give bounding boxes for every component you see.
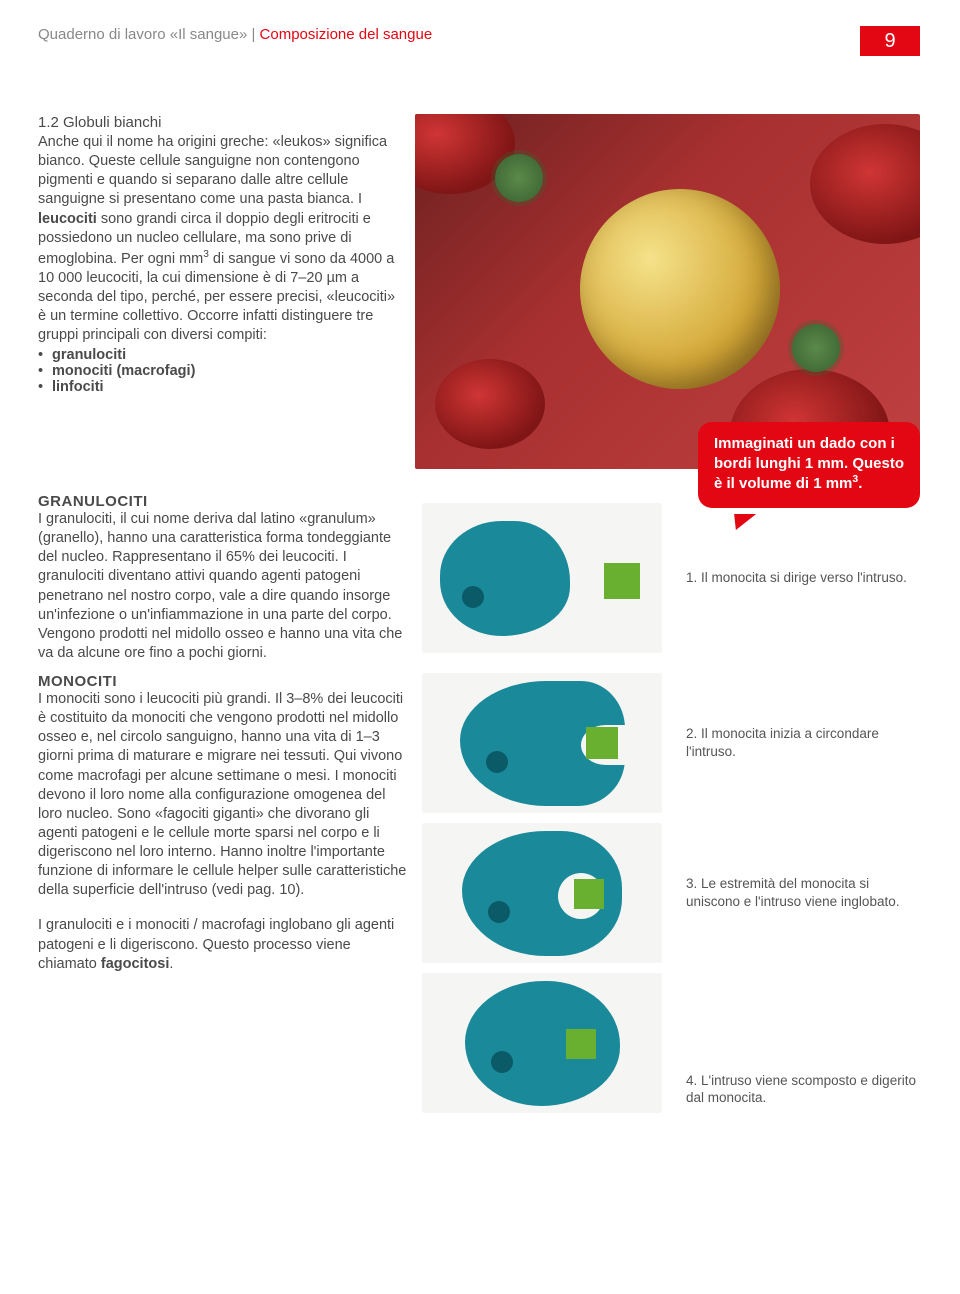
diagram-1-col: [422, 493, 662, 663]
caption-1-text: 1. Il monocita si dirige verso l'intruso…: [686, 569, 916, 587]
virus-shape: [495, 154, 543, 202]
caption-2-text: 2. Il monocita inizia a circondare l'int…: [686, 725, 916, 760]
intro-heading: 1.2 Globuli bianchi: [38, 114, 401, 131]
caption-4-text: 4. L'intruso viene scomposto e digerito …: [686, 1072, 916, 1107]
caption-3-text: 3. Le estremità del monocita si uniscono…: [686, 875, 916, 910]
main-columns: 1.2 Globuli bianchi Anche qui il nome ha…: [0, 56, 960, 469]
red-blood-cell-shape: [810, 124, 920, 244]
diagram-stack: [422, 673, 662, 1113]
monocyte-shape: [440, 521, 570, 636]
breadcrumb: Quaderno di lavoro «Il sangue» | Composi…: [38, 26, 860, 43]
monociti-row-a: MONOCITI I monociti sono i leucociti più…: [38, 673, 920, 1113]
virus-shape: [792, 324, 840, 372]
hero-column: Immaginati un dado con i bordi lunghi 1 …: [415, 114, 920, 469]
nucleus-shape: [462, 586, 484, 608]
breadcrumb-sep: |: [247, 26, 259, 43]
granulociti-body: I granulociti, il cui nome deriva dal la…: [38, 510, 408, 663]
intro-column: 1.2 Globuli bianchi Anche qui il nome ha…: [38, 114, 401, 469]
lower-content: GRANULOCITI I granulociti, il cui nome d…: [0, 469, 960, 1113]
bullet-granulociti: granulociti: [52, 347, 401, 363]
pathogen-shape: [586, 727, 618, 759]
leukocyte-shape: [580, 189, 780, 389]
pathogen-shape: [566, 1029, 596, 1059]
workbook-title: Quaderno di lavoro «Il sangue»: [38, 26, 247, 43]
pathogen-shape: [604, 563, 640, 599]
caption-1: 1. Il monocita si dirige verso l'intruso…: [676, 493, 916, 663]
red-blood-cell-shape: [435, 359, 545, 449]
info-callout: Immaginati un dado con i bordi lunghi 1 …: [698, 422, 920, 508]
bullet-linfociti: linfociti: [52, 379, 401, 395]
page-number-badge: 9: [860, 26, 920, 56]
granulociti-row: GRANULOCITI I granulociti, il cui nome d…: [38, 493, 920, 663]
nucleus-shape: [488, 901, 510, 923]
monociti-heading: MONOCITI: [38, 673, 408, 690]
section-title: Composizione del sangue: [260, 26, 433, 43]
pathogen-shape: [574, 879, 604, 909]
caption-4: 4. L'intruso viene scomposto e digerito …: [686, 973, 916, 1113]
blood-cells-illustration: [415, 114, 920, 469]
granulociti-heading: GRANULOCITI: [38, 493, 408, 510]
bullet-monociti: monociti (macrofagi): [52, 363, 401, 379]
intro-bullet-list: granulociti monociti (macrofagi) linfoci…: [52, 347, 401, 395]
caption-2: 2. Il monocita inizia a circondare l'int…: [686, 673, 916, 813]
page-number: 9: [884, 30, 895, 53]
nucleus-shape: [491, 1051, 513, 1073]
page-header: Quaderno di lavoro «Il sangue» | Composi…: [0, 0, 960, 56]
phagocytosis-step-4: [422, 973, 662, 1113]
caption-3: 3. Le estremità del monocita si uniscono…: [686, 823, 916, 963]
phagocytosis-step-1: [422, 503, 662, 653]
phagocytosis-step-2: [422, 673, 662, 813]
captions-stack: 2. Il monocita inizia a circondare l'int…: [676, 673, 916, 1113]
fagocitosi-paragraph: I granulociti e i monociti / macrofagi i…: [38, 916, 408, 973]
monociti-text-block: MONOCITI I monociti sono i leucociti più…: [38, 673, 408, 1113]
nucleus-shape: [486, 751, 508, 773]
phagocytosis-step-3: [422, 823, 662, 963]
intro-paragraph: Anche qui il nome ha origini greche: «le…: [38, 133, 401, 345]
granulociti-text-block: GRANULOCITI I granulociti, il cui nome d…: [38, 493, 408, 663]
monociti-body: I monociti sono i leucociti più grandi. …: [38, 690, 408, 900]
monocyte-shape: [465, 981, 620, 1106]
